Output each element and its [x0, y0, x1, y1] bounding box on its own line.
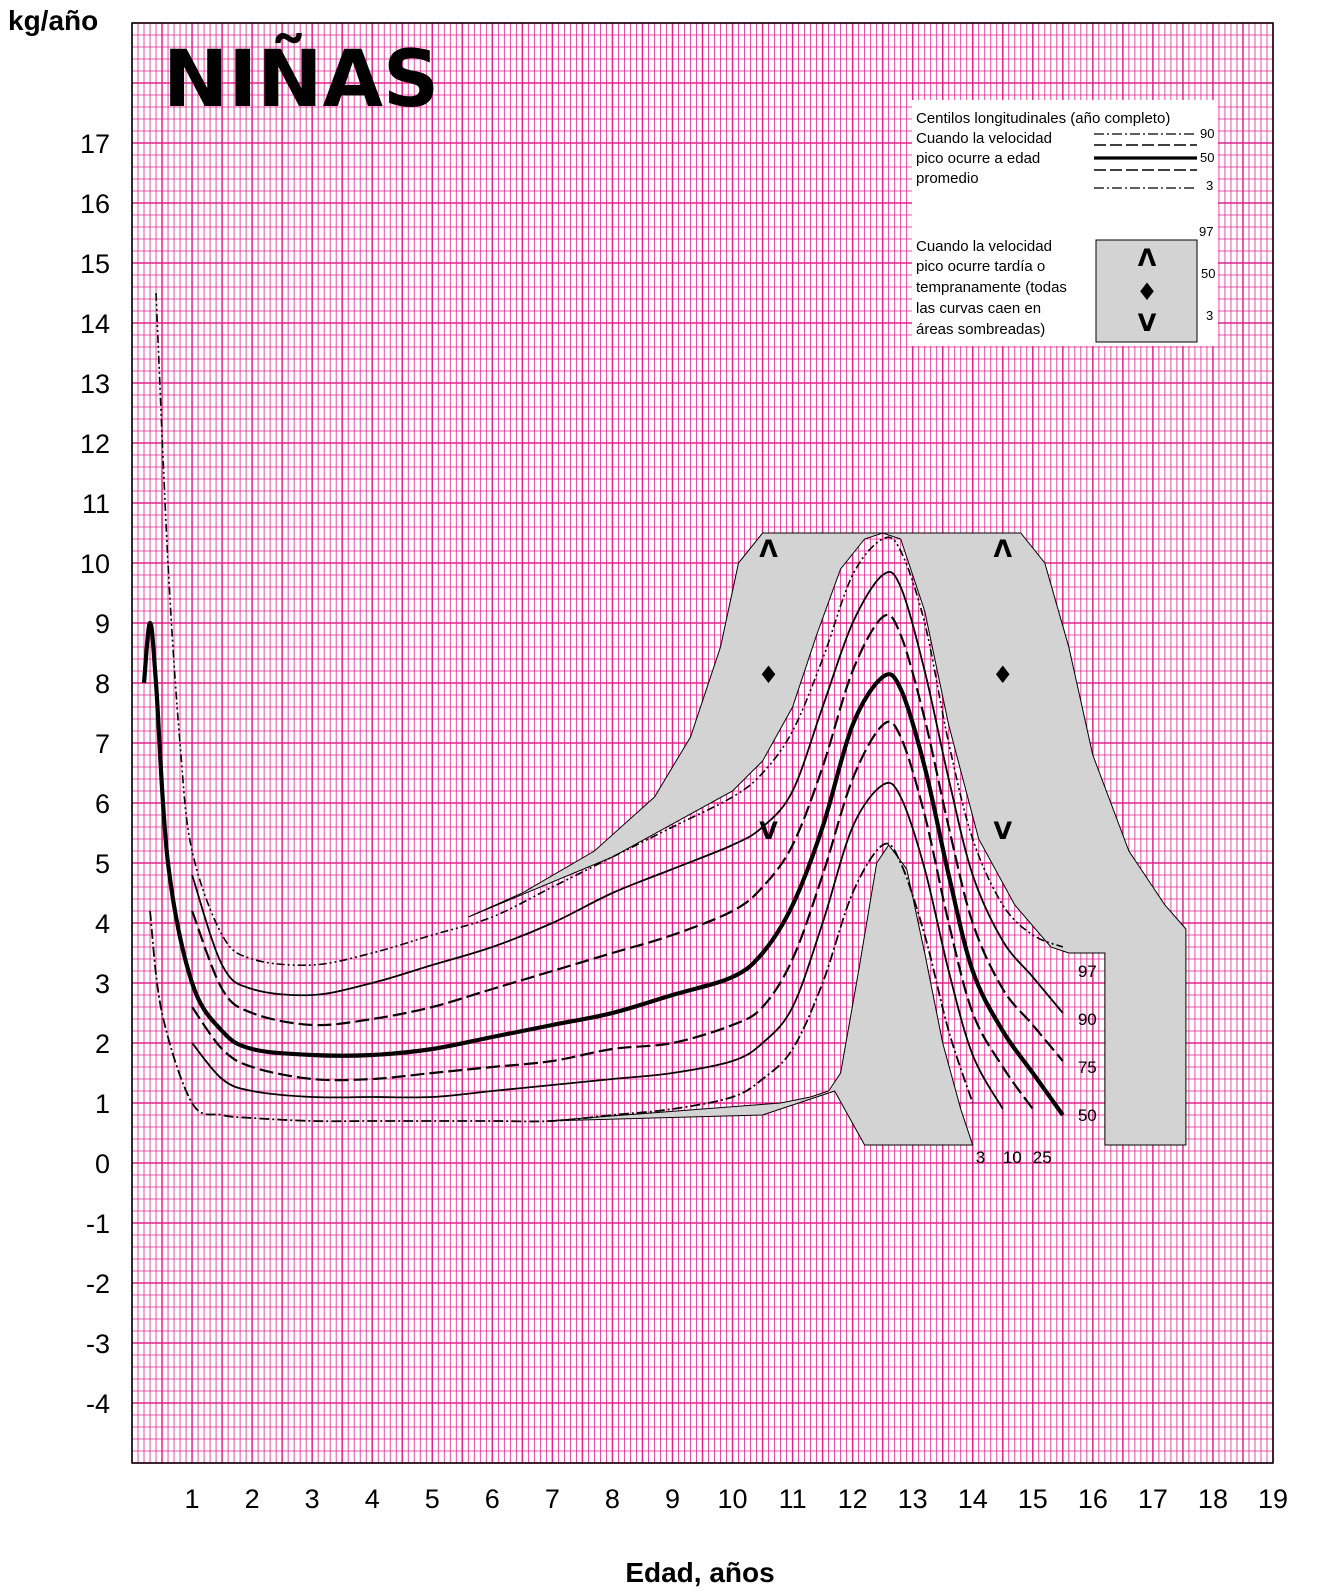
x-axis-title: Edad, años [625, 1557, 774, 1588]
x-tick-label: 15 [1018, 1484, 1048, 1514]
x-tick-label: 11 [779, 1484, 807, 1514]
x-tick-label: 16 [1078, 1484, 1108, 1514]
series-line-10 [191, 781, 1004, 1110]
marker-down-icon: V [759, 817, 778, 845]
legend-title: Centilos longitudinales (año completo) [916, 110, 1170, 127]
plot-frame [131, 22, 1274, 1464]
legend-avg-line-2: pico ocurre a edad [916, 150, 1040, 167]
x-tick-label: 7 [545, 1484, 560, 1514]
series-line-50 [141, 620, 1065, 1117]
marker-mid-icon: ♦ [758, 661, 780, 689]
y-tick-label: 7 [95, 729, 110, 759]
curve-label-97: 97 [1078, 962, 1097, 981]
legend-shaded-line-1: Cuando la velocidad [916, 238, 1052, 255]
legend-avg-line-1: Cuando la velocidad [916, 130, 1052, 147]
curve-label-90: 90 [1078, 1010, 1097, 1029]
curve-label-10: 10 [1003, 1148, 1022, 1167]
marker-down-icon: V [993, 817, 1012, 845]
marker-mid-icon: ♦ [992, 661, 1014, 689]
y-tick-label: 9 [95, 609, 110, 639]
x-tick-labels: 1 2 3 4 5 6 7 8 9 10 11 12 13 14 15 16 17 18 19 [185, 1484, 1288, 1514]
y-tick-label: 2 [95, 1029, 110, 1059]
marker-up-icon: Λ [759, 535, 778, 563]
y-tick-label: 6 [95, 789, 110, 819]
x-tick-label: 9 [665, 1484, 680, 1514]
x-tick-label: 19 [1258, 1484, 1288, 1514]
series-line-25 [191, 720, 1034, 1110]
y-tick-label: 13 [80, 369, 110, 399]
y-axis-title: kg/año [8, 5, 98, 36]
legend-marker-down: V [1138, 309, 1157, 337]
legend-shaded-num-97: 97 [1199, 224, 1213, 239]
y-tick-label: 5 [95, 849, 110, 879]
y-tick-label: -4 [86, 1389, 110, 1419]
legend-shaded-line-3: tempranamente (todas [916, 279, 1067, 296]
y-tick-label: -3 [86, 1329, 110, 1359]
curve-label-50: 50 [1078, 1106, 1097, 1125]
y-tick-label: 14 [80, 309, 110, 339]
legend-num-3: 3 [1206, 178, 1213, 193]
legend-shaded-box [1095, 239, 1198, 343]
y-tick-label: 3 [95, 969, 110, 999]
y-tick-label: 10 [80, 549, 110, 579]
x-tick-label: 18 [1198, 1484, 1228, 1514]
shaded-area-upper [468, 532, 1187, 1146]
legend-marker-up: Λ [1138, 244, 1157, 272]
legend-num-50: 50 [1200, 150, 1214, 165]
series-line-90 [191, 571, 1064, 1014]
x-tick-label: 5 [425, 1484, 440, 1514]
legend-avg-line-3: promedio [916, 170, 979, 187]
x-tick-label: 3 [305, 1484, 320, 1514]
legend-shaded-line-4: las curvas caen en [916, 300, 1041, 317]
y-tick-label: -1 [86, 1209, 110, 1239]
x-tick-label: 8 [605, 1484, 620, 1514]
curve-label-75: 75 [1078, 1058, 1097, 1077]
curve-label-3: 3 [976, 1148, 985, 1167]
curve-label-25: 25 [1033, 1148, 1052, 1167]
legend-shaded-line-5: áreas sombreadas) [916, 321, 1045, 338]
y-tick-label: 16 [80, 189, 110, 219]
series-line-3 [149, 842, 974, 1123]
x-tick-label: 2 [245, 1484, 260, 1514]
y-tick-label: 8 [95, 669, 110, 699]
x-tick-label: 17 [1138, 1484, 1168, 1514]
chart-title: NIÑAS [163, 33, 439, 125]
curve-labels: 97 90 75 50 3 10 25 [976, 962, 1097, 1167]
series-curves [141, 292, 1065, 1123]
y-tick-label: 17 [80, 129, 110, 159]
y-tick-label: -2 [86, 1269, 110, 1299]
series-line-97 [155, 292, 1064, 967]
x-tick-label: 4 [365, 1484, 380, 1514]
x-tick-label: 1 [185, 1484, 200, 1514]
y-tick-label: 15 [80, 249, 110, 279]
legend-shaded-num-50: 50 [1201, 266, 1215, 281]
y-tick-label: 1 [95, 1089, 110, 1119]
legend-shaded-line-2: pico ocurre tardía o [916, 258, 1045, 275]
shade-markers: Λ Λ ♦ ♦ V V [758, 535, 1014, 845]
x-tick-label: 12 [838, 1484, 868, 1514]
y-tick-label: 4 [95, 909, 110, 939]
legend-num-90: 90 [1200, 126, 1214, 141]
legend: Centilos longitudinales (año completo) C… [912, 100, 1218, 346]
x-tick-label: 6 [485, 1484, 500, 1514]
y-tick-label: 0 [95, 1149, 110, 1179]
y-tick-label: 12 [80, 429, 110, 459]
x-tick-label: 14 [958, 1484, 988, 1514]
x-tick-label: 13 [898, 1484, 928, 1514]
marker-up-icon: Λ [993, 535, 1012, 563]
legend-marker-mid: ♦ [1136, 278, 1158, 306]
x-tick-label: 10 [718, 1484, 748, 1514]
legend-shaded-num-3: 3 [1206, 308, 1213, 323]
y-tick-label: 11 [82, 489, 110, 519]
series-line-75 [191, 613, 1064, 1062]
